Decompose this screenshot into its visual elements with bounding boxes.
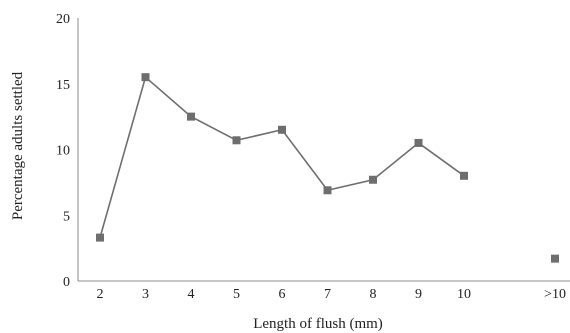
data-point (187, 112, 195, 121)
data-point (278, 125, 286, 134)
x-tick-label: 6 (279, 287, 286, 302)
x-tick-label: 4 (188, 287, 195, 302)
y-tick-label: 5 (63, 209, 70, 224)
data-point (551, 254, 559, 263)
data-point (460, 171, 468, 180)
y-tick-labels: 0 5 10 15 20 (56, 12, 70, 290)
data-point (232, 136, 241, 145)
axes (77, 18, 570, 282)
y-axis-title: Percentage adults settled (10, 71, 26, 220)
y-tick-label: 20 (56, 12, 70, 27)
series-line (99, 75, 465, 238)
y-tick-label: 15 (56, 78, 70, 93)
x-tick-label: 10 (457, 287, 471, 302)
x-tick-label: 8 (370, 287, 377, 302)
series-points (96, 73, 559, 263)
data-point (96, 233, 104, 242)
x-tick-label: 2 (97, 287, 104, 302)
data-point (141, 73, 150, 82)
data-point (414, 138, 423, 147)
x-axis-title: Length of flush (mm) (253, 316, 383, 332)
data-point (369, 175, 377, 184)
y-tick-label: 10 (56, 144, 70, 159)
y-tick-label: 0 (63, 275, 70, 290)
x-tick-label: >10 (544, 287, 566, 302)
x-tick-label: 7 (324, 287, 331, 302)
x-tick-label: 5 (233, 287, 240, 302)
data-point (323, 186, 332, 195)
x-tick-label: 9 (415, 287, 422, 302)
x-tick-labels: 2 3 4 5 6 7 8 9 10 >10 (97, 287, 566, 302)
series-lines (99, 75, 465, 238)
x-tick-label: 3 (142, 287, 149, 302)
